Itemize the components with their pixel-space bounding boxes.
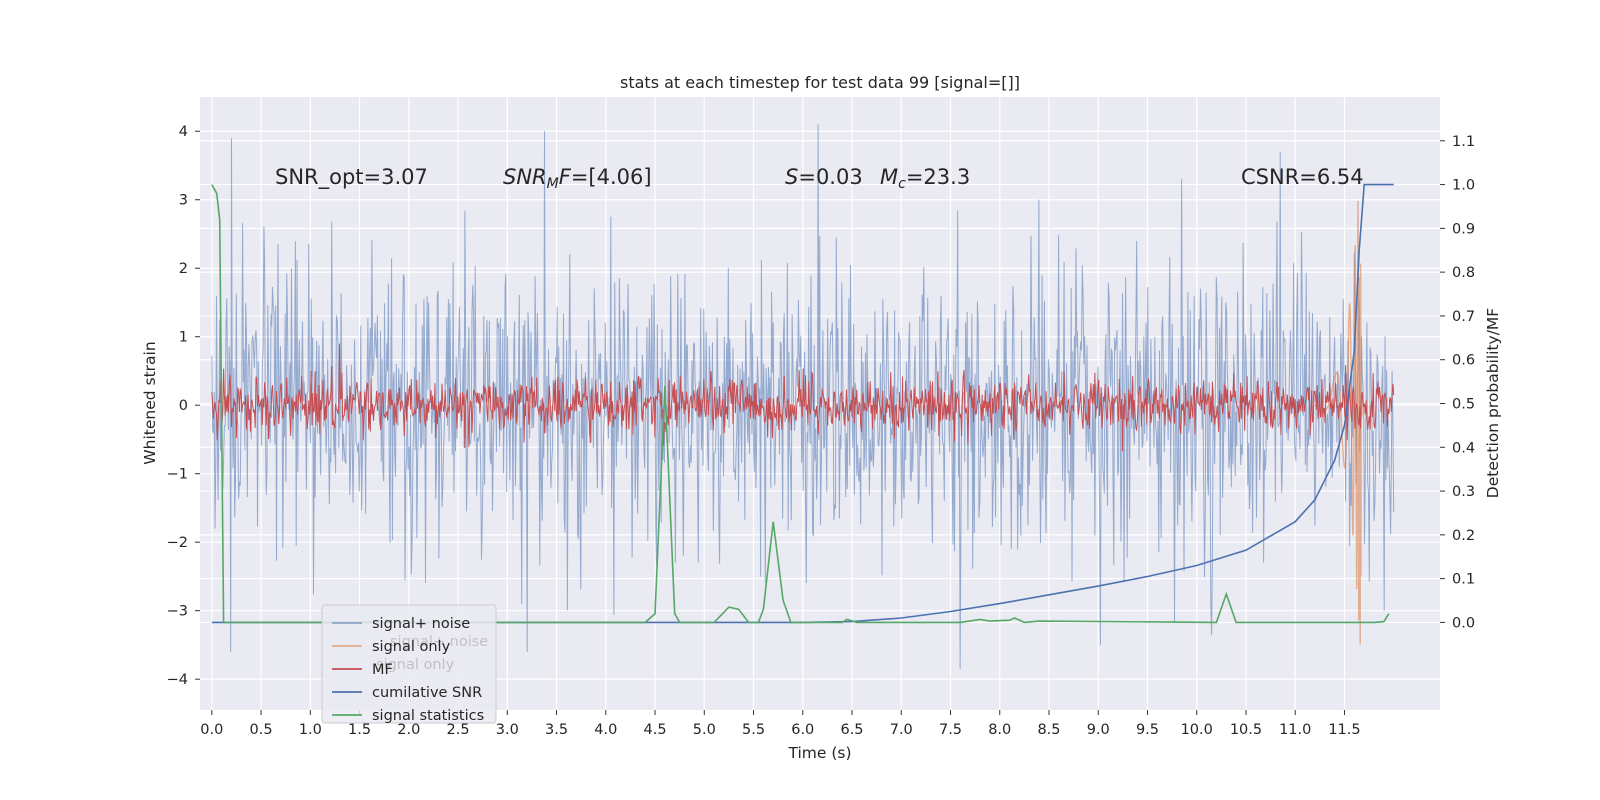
y-right-tick-label: 0.3 (1452, 484, 1475, 500)
legend: signal+ noise signal only signal+ noises… (321, 604, 497, 724)
annotation-csnr: CSNR=6.54 (1241, 165, 1364, 189)
y-right-tick-label: 0.0 (1452, 615, 1475, 631)
x-axis-ticks: 0.0 0.5 1.0 1.5 2.0 2.5 3.0 3.5 4.0 4.5 5.0 5.5 6.0 6… (200, 710, 1361, 738)
y-axis-ticks-right: 1.1 1.0 0.9 0.8 0.7 0.6 0.5 0.4 0.3 0.2 0.1 0.0 (1440, 134, 1475, 631)
y-tick-label: 2 (179, 261, 188, 277)
y-tick-label: 0 (179, 398, 188, 414)
legend-label: signal statistics (372, 708, 484, 724)
legend-label: signal only (372, 639, 451, 655)
legend-ghost-signal-noise: signal+ noise (390, 634, 488, 650)
x-tick-label: 7.0 (890, 722, 913, 738)
legend-label: signal+ noise (372, 616, 470, 632)
annotation-s: S=0.03 (785, 165, 863, 189)
x-tick-label: 2.0 (397, 722, 420, 738)
y-right-tick-label: 0.4 (1452, 440, 1475, 456)
y-right-tick-label: 0.1 (1452, 572, 1475, 588)
x-tick-label: 7.5 (939, 722, 962, 738)
x-tick-label: 2.5 (447, 722, 470, 738)
x-tick-label: 8.5 (1037, 722, 1060, 738)
x-tick-label: 4.0 (594, 722, 617, 738)
y-axis-label: Whitened strain (141, 341, 159, 464)
x-tick-label: 5.5 (742, 722, 765, 738)
y-tick-label: −3 (167, 604, 188, 620)
x-tick-label: 9.5 (1136, 722, 1159, 738)
annotation-mc: Mc=23.3 (880, 165, 970, 192)
legend-box (321, 604, 497, 724)
x-tick-label: 10.0 (1181, 722, 1213, 738)
series-signal-statistics (211, 184, 1390, 624)
y-right-tick-label: 0.9 (1452, 221, 1475, 237)
series-mf (211, 343, 1395, 452)
x-axis-label: Time (s) (787, 744, 851, 762)
y-right-tick-label: 0.5 (1452, 397, 1475, 413)
x-tick-label: 4.5 (643, 722, 666, 738)
x-tick-label: 6.0 (791, 722, 814, 738)
x-tick-label: 3.0 (496, 722, 519, 738)
x-tick-label: 5.0 (693, 722, 716, 738)
y-tick-label: −2 (167, 535, 188, 551)
y-axis-ticks-left: 4 3 2 1 0 −1 −2 −3 −4 (167, 124, 200, 688)
y-tick-label: −4 (167, 672, 188, 688)
x-tick-label: 10.5 (1230, 722, 1262, 738)
legend-ghost-signal-only: signal only (376, 657, 455, 673)
y-tick-label: 4 (179, 124, 188, 140)
y-right-tick-label: 0.6 (1452, 353, 1475, 369)
y-tick-label: −1 (167, 467, 188, 483)
legend-label: MF (372, 662, 393, 678)
x-tick-label: 1.0 (299, 722, 322, 738)
y-right-tick-label: 1.0 (1452, 178, 1475, 194)
y-tick-label: 1 (179, 330, 188, 346)
chart-title: stats at each timestep for test data 99 … (620, 73, 1020, 92)
x-tick-label: 11.0 (1279, 722, 1311, 738)
series-cumulative-snr (211, 183, 1394, 624)
annotation-snr-mf: SNRMF=[4.06] (503, 165, 652, 192)
y-right-tick-label: 1.1 (1452, 134, 1475, 150)
x-tick-label: 3.5 (545, 722, 568, 738)
y-right-tick-label: 0.2 (1452, 528, 1475, 544)
legend-label: cumilative SNR (372, 685, 482, 701)
y-right-tick-label: 0.7 (1452, 309, 1475, 325)
x-tick-label: 8.0 (988, 722, 1011, 738)
x-tick-label: 0.0 (200, 722, 223, 738)
x-tick-label: 0.5 (250, 722, 273, 738)
y-right-tick-label: 0.8 (1452, 265, 1475, 281)
x-tick-label: 6.5 (840, 722, 863, 738)
y-tick-label: 3 (179, 193, 188, 209)
x-tick-label: 9.0 (1087, 722, 1110, 738)
annotation-snr-opt: SNR_opt=3.07 (275, 165, 428, 190)
x-tick-label: 1.5 (348, 722, 371, 738)
y-axis-label-right: Detection probability/MF (1484, 308, 1502, 499)
x-tick-label: 11.5 (1328, 722, 1360, 738)
